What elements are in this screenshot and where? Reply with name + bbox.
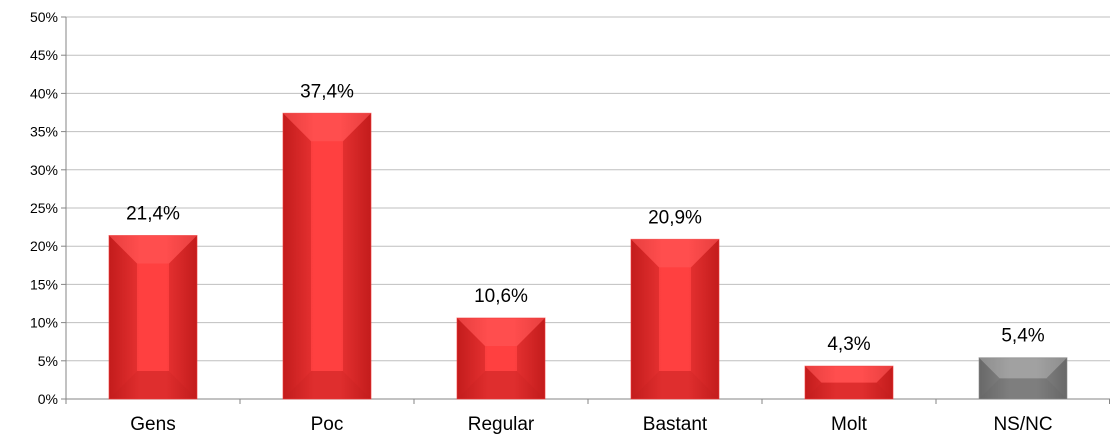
bar-bevel-left (631, 239, 659, 399)
x-category-label: NS/NC (993, 414, 1052, 435)
y-tick-label: 15% (30, 276, 58, 292)
y-tick-label: 45% (30, 47, 58, 63)
bar-bevel-right (343, 113, 371, 399)
bar-outline (978, 357, 1068, 400)
bar-bevel-left (109, 235, 137, 399)
data-label: 21,4% (126, 204, 180, 225)
bar-bevel-right (169, 235, 197, 399)
x-category-label: Molt (831, 414, 868, 435)
x-category-label: Gens (130, 414, 175, 435)
y-tick-labels: 0% 5% 10% 15% 20% 25% 30% 35% 40% 45% 50% (30, 9, 58, 407)
bar-bevel-left (457, 318, 485, 399)
bar-outline (804, 365, 894, 400)
bar-bevel-top (805, 366, 893, 383)
bar-bevel-bottom (457, 371, 545, 399)
y-tick-label: 10% (30, 315, 58, 331)
bar-bevel-top (109, 235, 197, 264)
bar-outline (108, 235, 198, 400)
data-label: 37,4% (300, 81, 354, 102)
bar-outline (456, 317, 546, 400)
y-tick-label: 50% (30, 9, 58, 25)
bar-bevel-top (979, 357, 1067, 379)
x-category-label: Regular (468, 414, 535, 435)
gridlines (66, 16, 1110, 362)
data-label: 10,6% (474, 286, 528, 307)
bar-bevel-bottom (631, 371, 719, 399)
bar-bevel-top (283, 113, 371, 142)
bar-bastant (630, 238, 720, 400)
bar-poc (282, 112, 372, 400)
y-tick-label: 40% (30, 85, 58, 101)
bar-bevel-right (876, 366, 893, 399)
data-label: 20,9% (648, 207, 702, 228)
bar-ns-nc (978, 357, 1068, 400)
bar-regular (456, 317, 546, 400)
bar-gens (108, 235, 198, 400)
axes (61, 16, 1110, 404)
bar-bevel-top (457, 318, 545, 347)
y-tick-label: 0% (38, 391, 58, 407)
bars (108, 112, 1068, 400)
data-label: 4,3% (827, 334, 870, 355)
x-category-label: Poc (311, 414, 344, 435)
bar-outline (282, 112, 372, 400)
y-tick-label: 30% (30, 162, 58, 178)
bar-bevel-top (631, 239, 719, 268)
x-category-label: Bastant (643, 414, 708, 435)
bar-body (283, 113, 371, 399)
data-labels: 21,4% 37,4% 10,6% 20,9% 4,3% 5,4% (126, 81, 1045, 355)
y-tick-label: 5% (38, 353, 58, 369)
bar-bevel-left (979, 357, 1000, 399)
bar-molt (804, 365, 894, 400)
bar-bevel-right (1046, 357, 1067, 399)
data-label: 5,4% (1001, 326, 1044, 347)
bar-bevel-left (283, 113, 311, 399)
bar-outline (630, 238, 720, 400)
bar-bevel-bottom (283, 371, 371, 399)
bar-bevel-bottom (109, 371, 197, 399)
bar-bevel-right (691, 239, 719, 399)
bar-bevel-right (517, 318, 545, 399)
bar-bevel-bottom (805, 382, 893, 399)
bar-bevel-left (805, 366, 822, 399)
y-tick-label: 25% (30, 200, 58, 216)
y-tick-label: 20% (30, 238, 58, 254)
y-tick-label: 35% (30, 124, 58, 140)
x-category-labels: Gens Poc Regular Bastant Molt NS/NC (130, 414, 1052, 435)
bar-bevel-bottom (979, 378, 1067, 399)
